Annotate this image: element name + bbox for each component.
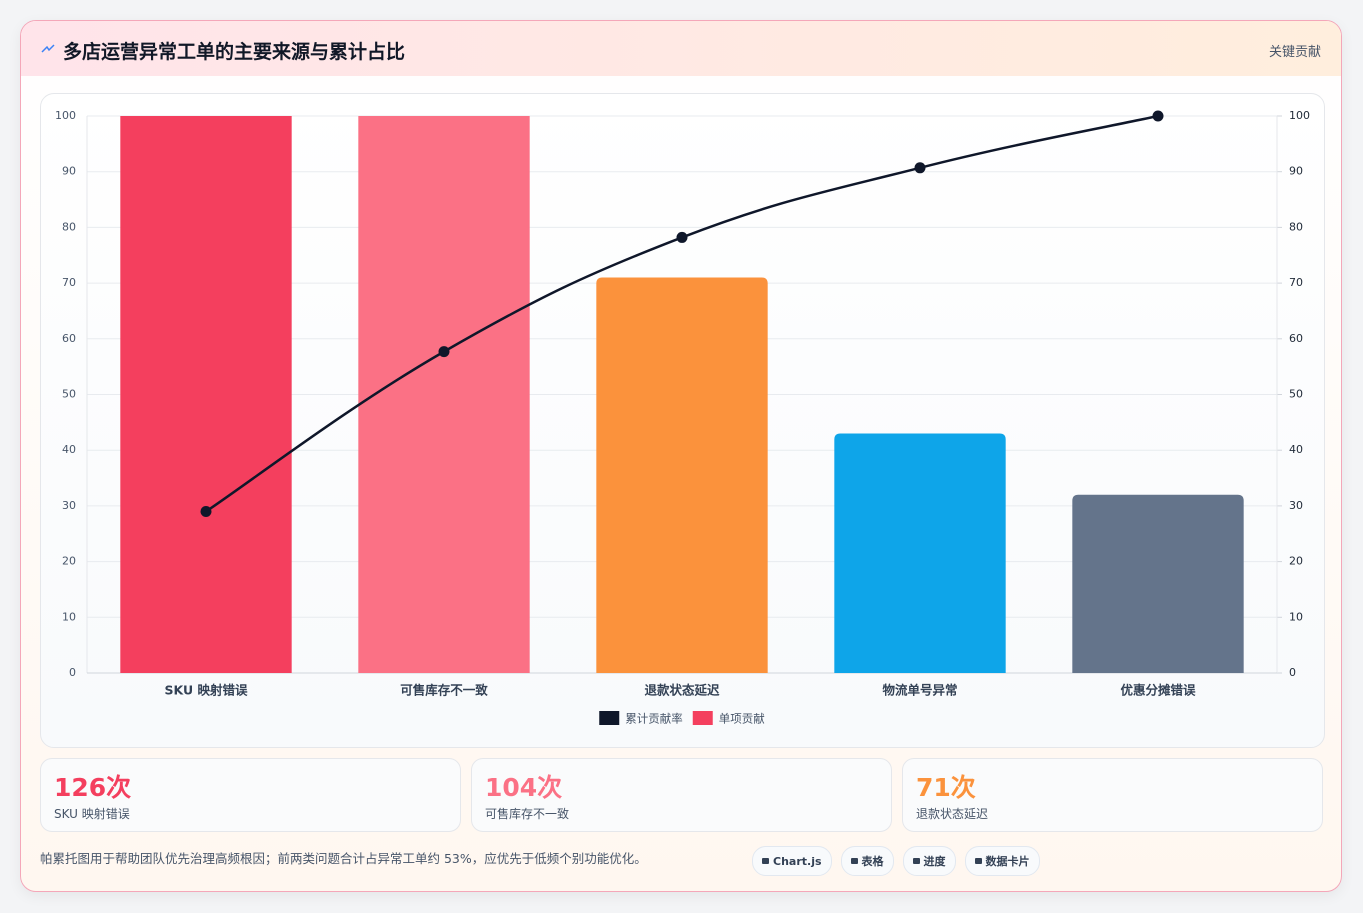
chart: 0 10 20 30 40 50 60 70 80 90 100 0 10 20 30 40 50 60 70 80 9… [55, 109, 1310, 726]
chart-panel: 0 10 20 30 40 50 60 70 80 90 100 0 10 20 30 40 50 60 70 80 9… [40, 93, 1325, 748]
x-tick-label: 可售库存不一致 [400, 683, 488, 698]
line-point [438, 346, 450, 358]
y2-tick-label: 0 [1289, 666, 1296, 679]
chip-icon [912, 858, 920, 864]
y-tick-label: 70 [62, 276, 76, 289]
y2-tick-label: 100 [1289, 109, 1310, 122]
kpi-value: 126次 [54, 773, 132, 802]
y2-tick-label: 30 [1289, 499, 1303, 512]
chips: Chart.js 表格 进度 数据卡片 [752, 846, 1040, 876]
footer-note: 帕累托图用于帮助团队优先治理高频根因；前两类问题合计占异常工单约 53%，应优先… [40, 851, 647, 866]
dashboard-card: 多店运营异常工单的主要来源与累计占比 关键贡献 0 10 20 30 40 50 60 70 8… [20, 20, 1342, 892]
y-tick-label: 40 [62, 443, 76, 456]
y2-tick-label: 20 [1289, 555, 1303, 568]
legend-swatch [599, 711, 620, 725]
bar [834, 433, 1006, 673]
title: 多店运营异常工单的主要来源与累计占比 [63, 41, 406, 63]
line-point [1152, 110, 1164, 122]
kpi-label: SKU 映射错误 [54, 807, 130, 821]
line-point [914, 162, 926, 174]
y-tick-label: 80 [62, 220, 76, 233]
y2-tick-label: 40 [1289, 443, 1303, 456]
kpi-value: 71次 [916, 773, 976, 802]
chip-label: 表格 [861, 855, 884, 868]
legend-label: 累计贡献率 [625, 712, 683, 726]
x-tick-label: SKU 映射错误 [165, 683, 248, 698]
x-tick-label: 退款状态延迟 [644, 683, 720, 698]
legend-label: 单项贡献 [719, 712, 765, 726]
x-tick-label: 物流单号异常 [882, 683, 957, 698]
legend-swatch [692, 711, 713, 725]
bar [120, 116, 292, 673]
y-tick-label: 10 [62, 610, 76, 623]
kpi-card: 126次 SKU 映射错误 [40, 758, 461, 832]
chip-icon [974, 858, 982, 864]
kpi-value: 104次 [485, 773, 563, 802]
badge: 关键贡献 [1268, 45, 1321, 60]
y2-tick-label: 70 [1289, 276, 1303, 289]
bar [358, 116, 530, 673]
y-tick-label: 0 [69, 666, 76, 679]
chip[interactable]: 进度 [902, 846, 956, 876]
header: 多店运营异常工单的主要来源与累计占比 关键贡献 [21, 21, 1341, 76]
y-tick-label: 100 [55, 109, 76, 122]
chip-icon [762, 858, 769, 864]
y-tick-label: 90 [62, 165, 76, 178]
chip-label: Chart.js [773, 854, 822, 868]
line-point [200, 505, 212, 517]
chip-icon [850, 858, 858, 864]
y2-tick-label: 60 [1289, 332, 1303, 345]
chip[interactable]: 数据卡片 [964, 846, 1040, 876]
x-tick-label: 优惠分摊错误 [1120, 683, 1196, 698]
kpi-card: 104次可售库存不一致 [471, 758, 892, 832]
legend: 累计贡献率 单项贡献 [599, 711, 765, 726]
y-tick-label: 20 [62, 555, 76, 568]
plot [120, 116, 1244, 673]
title-icon [41, 44, 55, 53]
y2-tick-label: 10 [1289, 610, 1303, 623]
y-tick-label: 60 [62, 332, 76, 345]
y2-tick-label: 50 [1289, 388, 1303, 401]
chip[interactable]: Chart.js [752, 846, 832, 876]
y-tick-label: 50 [62, 388, 76, 401]
chip-label: 数据卡片 [985, 855, 1030, 868]
y2-tick-label: 90 [1289, 165, 1303, 178]
kpi-label: 可售库存不一致 [485, 807, 570, 821]
line-point [676, 231, 688, 243]
chip[interactable]: 表格 [840, 846, 894, 876]
chip-label: 进度 [923, 855, 946, 868]
kpi-label: 退款状态延迟 [916, 807, 989, 821]
bar [596, 277, 768, 673]
bar [1072, 494, 1244, 673]
y-tick-label: 30 [62, 499, 76, 512]
y2-tick-label: 80 [1289, 220, 1303, 233]
kpi-card: 71次退款状态延迟 [902, 758, 1323, 832]
